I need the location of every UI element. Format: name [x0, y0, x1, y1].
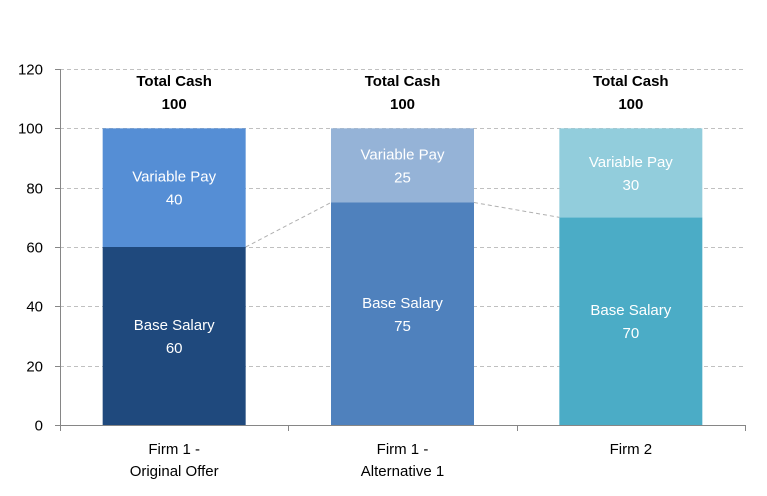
y-tick-label: 100 [18, 121, 43, 138]
bar-segment [331, 202, 474, 425]
bar-segment [559, 128, 703, 218]
data-label-name: Base Salary [590, 302, 671, 319]
data-label-value: 60 [166, 340, 183, 357]
total-value: 100 [618, 96, 643, 113]
data-label-value: 75 [394, 318, 411, 335]
x-tick-label: Firm 2 [610, 441, 653, 458]
bar-segment [102, 247, 246, 425]
total-value: 100 [390, 96, 415, 113]
data-label-value: 30 [622, 177, 639, 194]
axes: 0 20 40 60 80 100 120 [18, 62, 746, 435]
y-tick-label: 40 [26, 299, 43, 316]
x-tick-label: Firm 1 - [148, 441, 200, 458]
bar-segment [102, 128, 246, 247]
total-value: 100 [162, 96, 187, 113]
data-label-name: Base Salary [362, 295, 443, 312]
connector-lines [245, 202, 560, 248]
data-label-name: Variable Pay [361, 146, 445, 163]
labels: Base Salary 60 Variable Pay 40 Total Cash 100… [130, 73, 674, 480]
data-label-name: Base Salary [134, 317, 215, 334]
total-label: Total Cash [593, 73, 669, 90]
x-tick-label: Firm 1 - [377, 441, 429, 458]
bars [102, 128, 703, 425]
connector-line [245, 202, 332, 248]
connector-line [473, 202, 560, 218]
x-tick-label: Alternative 1 [361, 463, 444, 480]
x-tick-label: Original Offer [130, 463, 219, 480]
y-tick-label: 120 [18, 62, 43, 79]
data-label-value: 40 [166, 192, 183, 209]
y-tick-label: 0 [35, 418, 43, 435]
y-tick-label: 60 [26, 240, 43, 257]
data-label-name: Variable Pay [132, 169, 216, 186]
data-label-value: 25 [394, 169, 411, 186]
bar-segment [331, 128, 474, 203]
bar-segment [559, 217, 703, 425]
data-label-name: Variable Pay [589, 154, 673, 171]
total-label: Total Cash [136, 73, 212, 90]
y-tick-label: 20 [26, 359, 43, 376]
y-tick-label: 80 [26, 181, 43, 198]
data-label-value: 70 [622, 325, 639, 342]
total-label: Total Cash [365, 73, 441, 90]
